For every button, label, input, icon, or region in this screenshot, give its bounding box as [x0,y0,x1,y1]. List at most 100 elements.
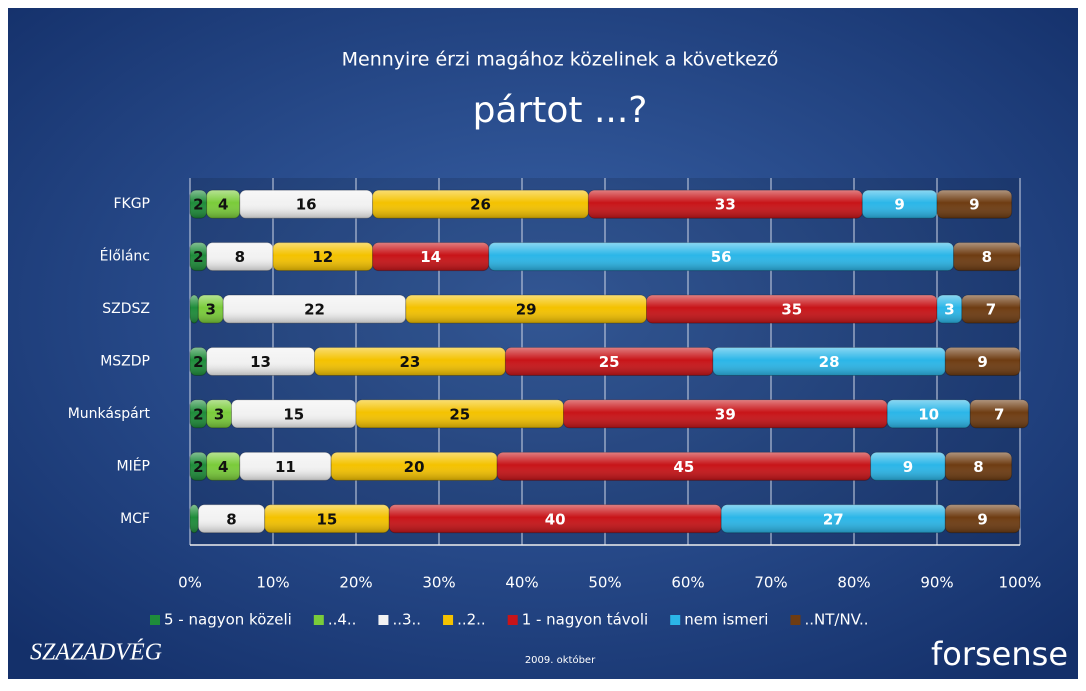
data-label: 7 [986,301,996,319]
data-label: 26 [470,196,491,214]
data-label: 20 [404,458,425,476]
y-tick-label: SZDSZ [102,301,150,317]
bar-shine [190,399,207,428]
x-tick-label: 10% [256,574,289,592]
data-label: 3 [206,301,216,319]
legend-swatch [507,615,518,625]
chart-subtitle: pártot ...? [473,90,648,131]
bar-shine [945,347,1020,376]
bar-shine [721,504,946,533]
bar-shine [198,504,265,533]
bar-shine [190,295,199,324]
bar-shine [206,452,240,481]
data-label: 39 [715,405,736,423]
legend-swatch [790,615,801,625]
x-tick-label: 30% [422,574,455,592]
legend-swatch [670,615,681,625]
bar-shine [356,399,564,428]
bar-shine [646,295,937,324]
data-label: 14 [420,248,441,266]
footer-right: forsense [931,635,1068,673]
data-label: 16 [296,196,317,214]
y-tick-label: FKGP [113,196,150,212]
bar-shine [870,452,946,481]
data-label: 2 [193,405,203,423]
bar-shine [961,295,1020,324]
data-label: 40 [545,510,566,528]
data-label: 27 [823,510,844,528]
y-tick-label: MSZDP [100,354,150,370]
legend-label: ..3.. [392,611,421,629]
x-tick-label: 80% [837,574,870,592]
bar-shine [239,452,332,481]
data-label: 45 [673,458,694,476]
bar-shine [937,190,1012,219]
data-label: 22 [304,301,325,319]
data-label: 29 [516,301,537,319]
data-label: 8 [226,510,236,528]
bar-shine [314,347,506,376]
bar-shine [887,399,971,428]
bar-shine [206,347,315,376]
legend-swatch [313,615,324,625]
x-tick-label: 40% [505,574,538,592]
bar-shine [970,399,1029,428]
y-tick-label: Élőlánc [100,248,150,265]
data-label: 2 [193,458,203,476]
bar-shine [953,242,1020,271]
x-tick-label: 0% [178,574,202,592]
data-label: 3 [944,301,954,319]
legend-label: 5 - nagyon közeli [164,611,292,629]
data-label: 2 [193,196,203,214]
data-label: 2 [193,248,203,266]
legend-label: ..2.. [457,611,486,629]
data-label: 25 [449,405,470,423]
bar-shine [190,190,207,219]
bar-shine [198,295,224,324]
data-label: 9 [903,458,913,476]
data-label: 13 [250,353,271,371]
background [8,8,1078,679]
bar-shine [190,504,199,533]
bar-shine [405,295,647,324]
bar-shine [488,242,954,271]
data-label: 15 [283,405,304,423]
bar-shine [497,452,871,481]
y-tick-label: Munkáspárt [68,406,151,422]
bar-shine [190,452,207,481]
bar-shine [588,190,863,219]
data-label: 4 [218,458,228,476]
data-label: 10 [918,405,939,423]
bar-shine [206,190,240,219]
bar-shine [239,190,373,219]
x-tick-label: 100% [999,574,1042,592]
chart-title: Mennyire érzi magához közelinek a követk… [342,49,779,71]
x-tick-label: 90% [920,574,953,592]
legend-swatch [378,615,389,625]
legend-swatch [150,615,160,625]
bar-shine [372,190,589,219]
y-tick-label: MIÉP [117,457,151,474]
data-label: 8 [973,458,983,476]
data-label: 4 [218,196,228,214]
legend-label: ..NT/NV.. [804,611,868,629]
legend-label: 1 - nagyon távoli [522,611,649,629]
legend-label: nem ismeri [684,611,768,629]
x-tick-label: 20% [339,574,372,592]
bar-shine [505,347,713,376]
bar-shine [223,295,406,324]
data-label: 56 [711,248,732,266]
data-label: 2 [193,353,203,371]
bar-shine [231,399,356,428]
legend-swatch [443,615,454,625]
y-tick-label: MCF [120,511,150,527]
bar-shine [862,190,937,219]
data-label: 9 [977,510,987,528]
data-label: 15 [317,510,338,528]
bar-shine [190,347,207,376]
x-tick-label: 70% [754,574,787,592]
bar-shine [389,504,722,533]
x-tick-label: 60% [671,574,704,592]
data-label: 11 [275,458,296,476]
